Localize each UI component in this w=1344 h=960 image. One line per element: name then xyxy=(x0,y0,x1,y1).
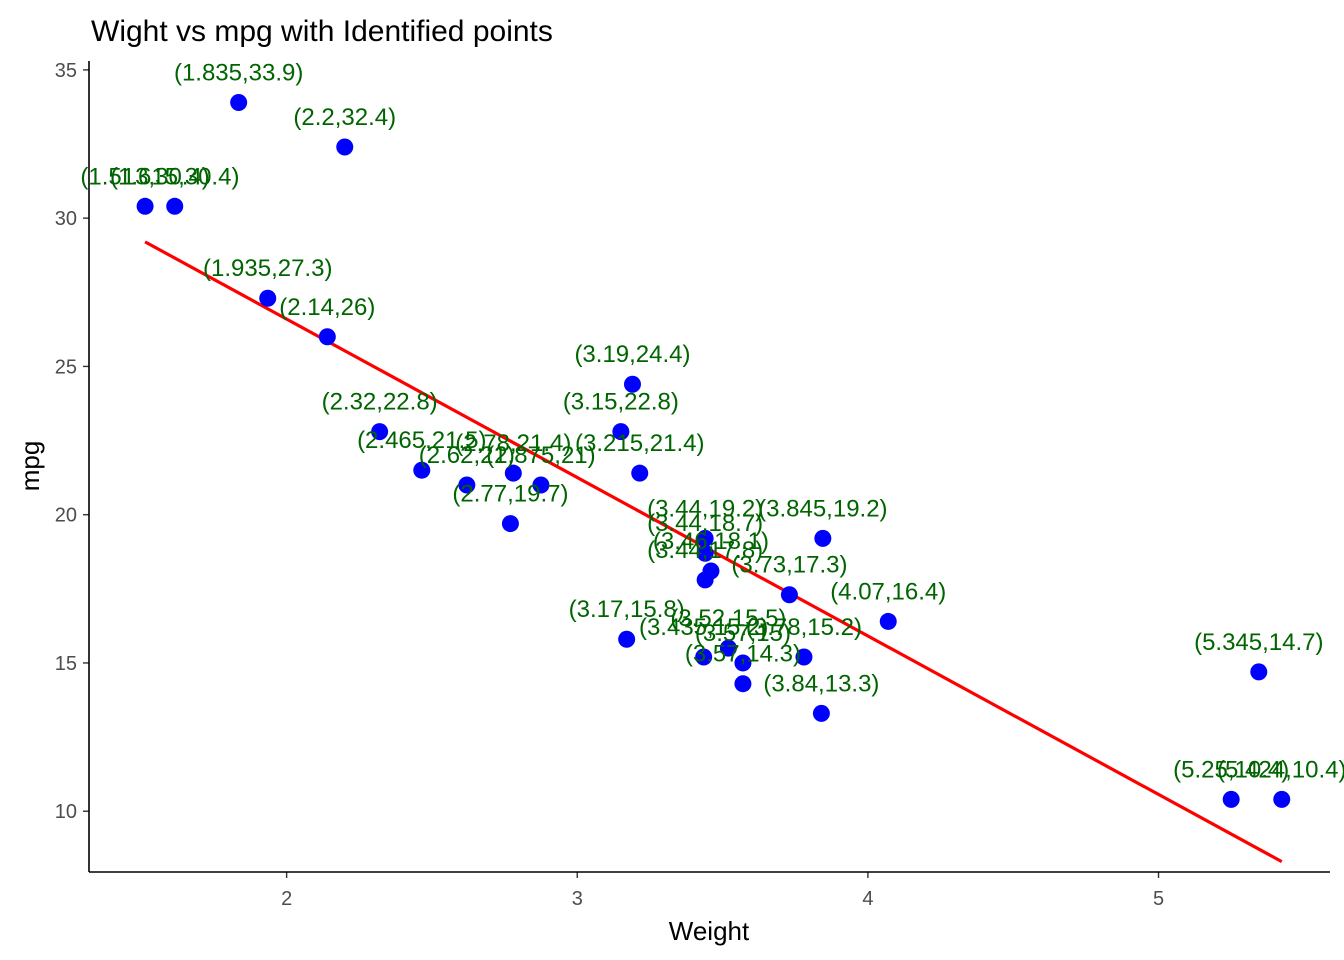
x-tick-label: 4 xyxy=(862,888,873,910)
point-label: (3.19,24.4) xyxy=(574,341,690,368)
point-label: (1.935,27.3) xyxy=(203,255,332,282)
data-point xyxy=(166,197,184,215)
point-label: (2.62,21) xyxy=(419,442,515,469)
data-point xyxy=(1222,790,1240,808)
data-point xyxy=(719,639,737,657)
data-point xyxy=(623,375,641,393)
y-axis-title: mpg xyxy=(15,441,45,492)
data-point xyxy=(631,464,649,482)
x-axis-title: Weight xyxy=(669,916,750,946)
point-label: (5.345,14.7) xyxy=(1194,629,1323,656)
point-label: (2.875,21) xyxy=(486,442,595,469)
data-point xyxy=(879,612,897,630)
data-point xyxy=(318,328,336,346)
y-tick-label: 20 xyxy=(55,505,77,527)
y-tick-label: 30 xyxy=(55,208,77,230)
point-label: (1.835,33.9) xyxy=(174,60,303,87)
points-layer xyxy=(136,94,1291,808)
y-tick-label: 25 xyxy=(55,356,77,378)
point-label: (2.32,22.8) xyxy=(322,389,438,416)
data-point xyxy=(696,529,714,547)
point-label: (2.465,21.5) xyxy=(357,427,486,454)
data-point xyxy=(336,138,354,156)
x-tick-label: 2 xyxy=(281,888,292,910)
point-label: (3.57,15) xyxy=(695,620,791,647)
data-point xyxy=(1250,663,1268,681)
data-point xyxy=(734,675,752,693)
data-point xyxy=(780,586,798,604)
data-point xyxy=(501,515,519,533)
data-point xyxy=(618,630,636,648)
point-label: (3.845,19.2) xyxy=(758,495,887,522)
plot-area: 2 3 4 5 10 15 20 25 30 35 (2.62,21)(2.875,21) (2.3… xyxy=(55,60,1344,910)
point-label: (3.17,15.8) xyxy=(569,596,685,623)
point-label: (2.78,21.4) xyxy=(455,430,571,457)
x-tick-label: 3 xyxy=(572,888,583,910)
data-point xyxy=(734,654,752,672)
point-label: (3.46,18.1) xyxy=(653,528,769,555)
data-point xyxy=(371,423,389,441)
point-label: (5.424,10.4) xyxy=(1217,756,1344,783)
data-point xyxy=(696,571,714,589)
data-point xyxy=(812,704,830,722)
point-label: (3.57,14.3) xyxy=(685,641,801,668)
data-point xyxy=(230,94,248,112)
data-point xyxy=(795,648,813,666)
point-label: (5.25,10.4) xyxy=(1173,756,1289,783)
data-point xyxy=(504,464,522,482)
point-label: (3.78,15.2) xyxy=(746,614,862,641)
data-point xyxy=(259,289,277,307)
data-point xyxy=(612,423,630,441)
point-label: (3.73,17.3) xyxy=(731,552,847,579)
data-point xyxy=(136,197,154,215)
chart-title: Wight vs mpg with Identified points xyxy=(91,15,553,48)
point-label: (3.52,15.5) xyxy=(670,605,786,632)
point-label: (3.435,15.2) xyxy=(639,614,768,641)
point-label: (2.77,19.7) xyxy=(452,481,568,508)
point-label: (3.44,17.8) xyxy=(647,537,763,564)
data-point xyxy=(696,544,714,562)
point-label: (4.07,16.4) xyxy=(830,578,946,605)
point-label: (3.215,21.4) xyxy=(575,430,704,457)
data-point xyxy=(413,461,431,479)
point-label: (2.14,26) xyxy=(279,294,375,321)
point-label: (3.84,13.3) xyxy=(763,670,879,697)
point-label: (3.15,22.8) xyxy=(563,389,679,416)
data-point xyxy=(695,648,713,666)
point-labels-layer: (2.62,21)(2.875,21) (2.32,22.8) (3.215,21.… xyxy=(80,60,1344,784)
y-tick-label: 35 xyxy=(55,60,77,82)
point-label: (1.513,30.4) xyxy=(80,163,209,190)
point-label: (3.44,19.2) xyxy=(647,495,763,522)
point-label: (3.44,18.7) xyxy=(647,510,763,537)
data-point xyxy=(458,476,476,494)
data-point xyxy=(814,529,832,547)
point-label: (1.615,30.4) xyxy=(110,163,239,190)
point-label: (2.2,32.4) xyxy=(293,104,396,131)
y-tick-label: 10 xyxy=(55,801,77,823)
data-point xyxy=(1273,790,1291,808)
axis-ticks: 2 3 4 5 10 15 20 25 30 35 xyxy=(55,60,1164,910)
y-tick-label: 15 xyxy=(55,653,77,675)
data-point xyxy=(532,476,550,494)
x-tick-label: 5 xyxy=(1153,888,1164,910)
